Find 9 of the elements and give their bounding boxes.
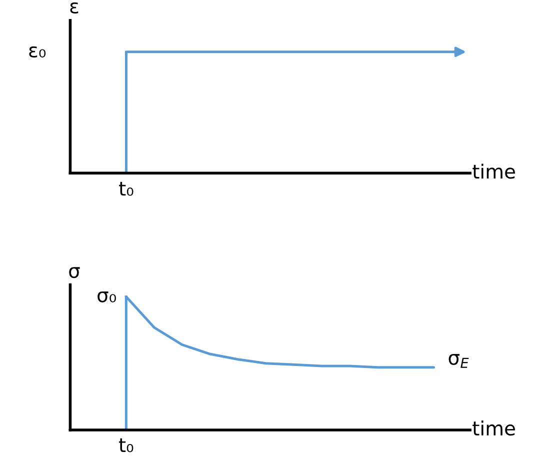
y-axis-title: ε <box>70 2 78 14</box>
x-axis-title: time <box>472 420 515 436</box>
annotation: σ$_{E}$ <box>448 354 469 368</box>
y-axis-title: σ <box>69 267 80 278</box>
text: ε₀ <box>29 46 46 58</box>
annotation: σ₀ <box>98 291 116 302</box>
text: t₀ <box>118 438 134 452</box>
text: t₀ <box>119 182 134 196</box>
x-axis-title: time <box>472 164 515 179</box>
